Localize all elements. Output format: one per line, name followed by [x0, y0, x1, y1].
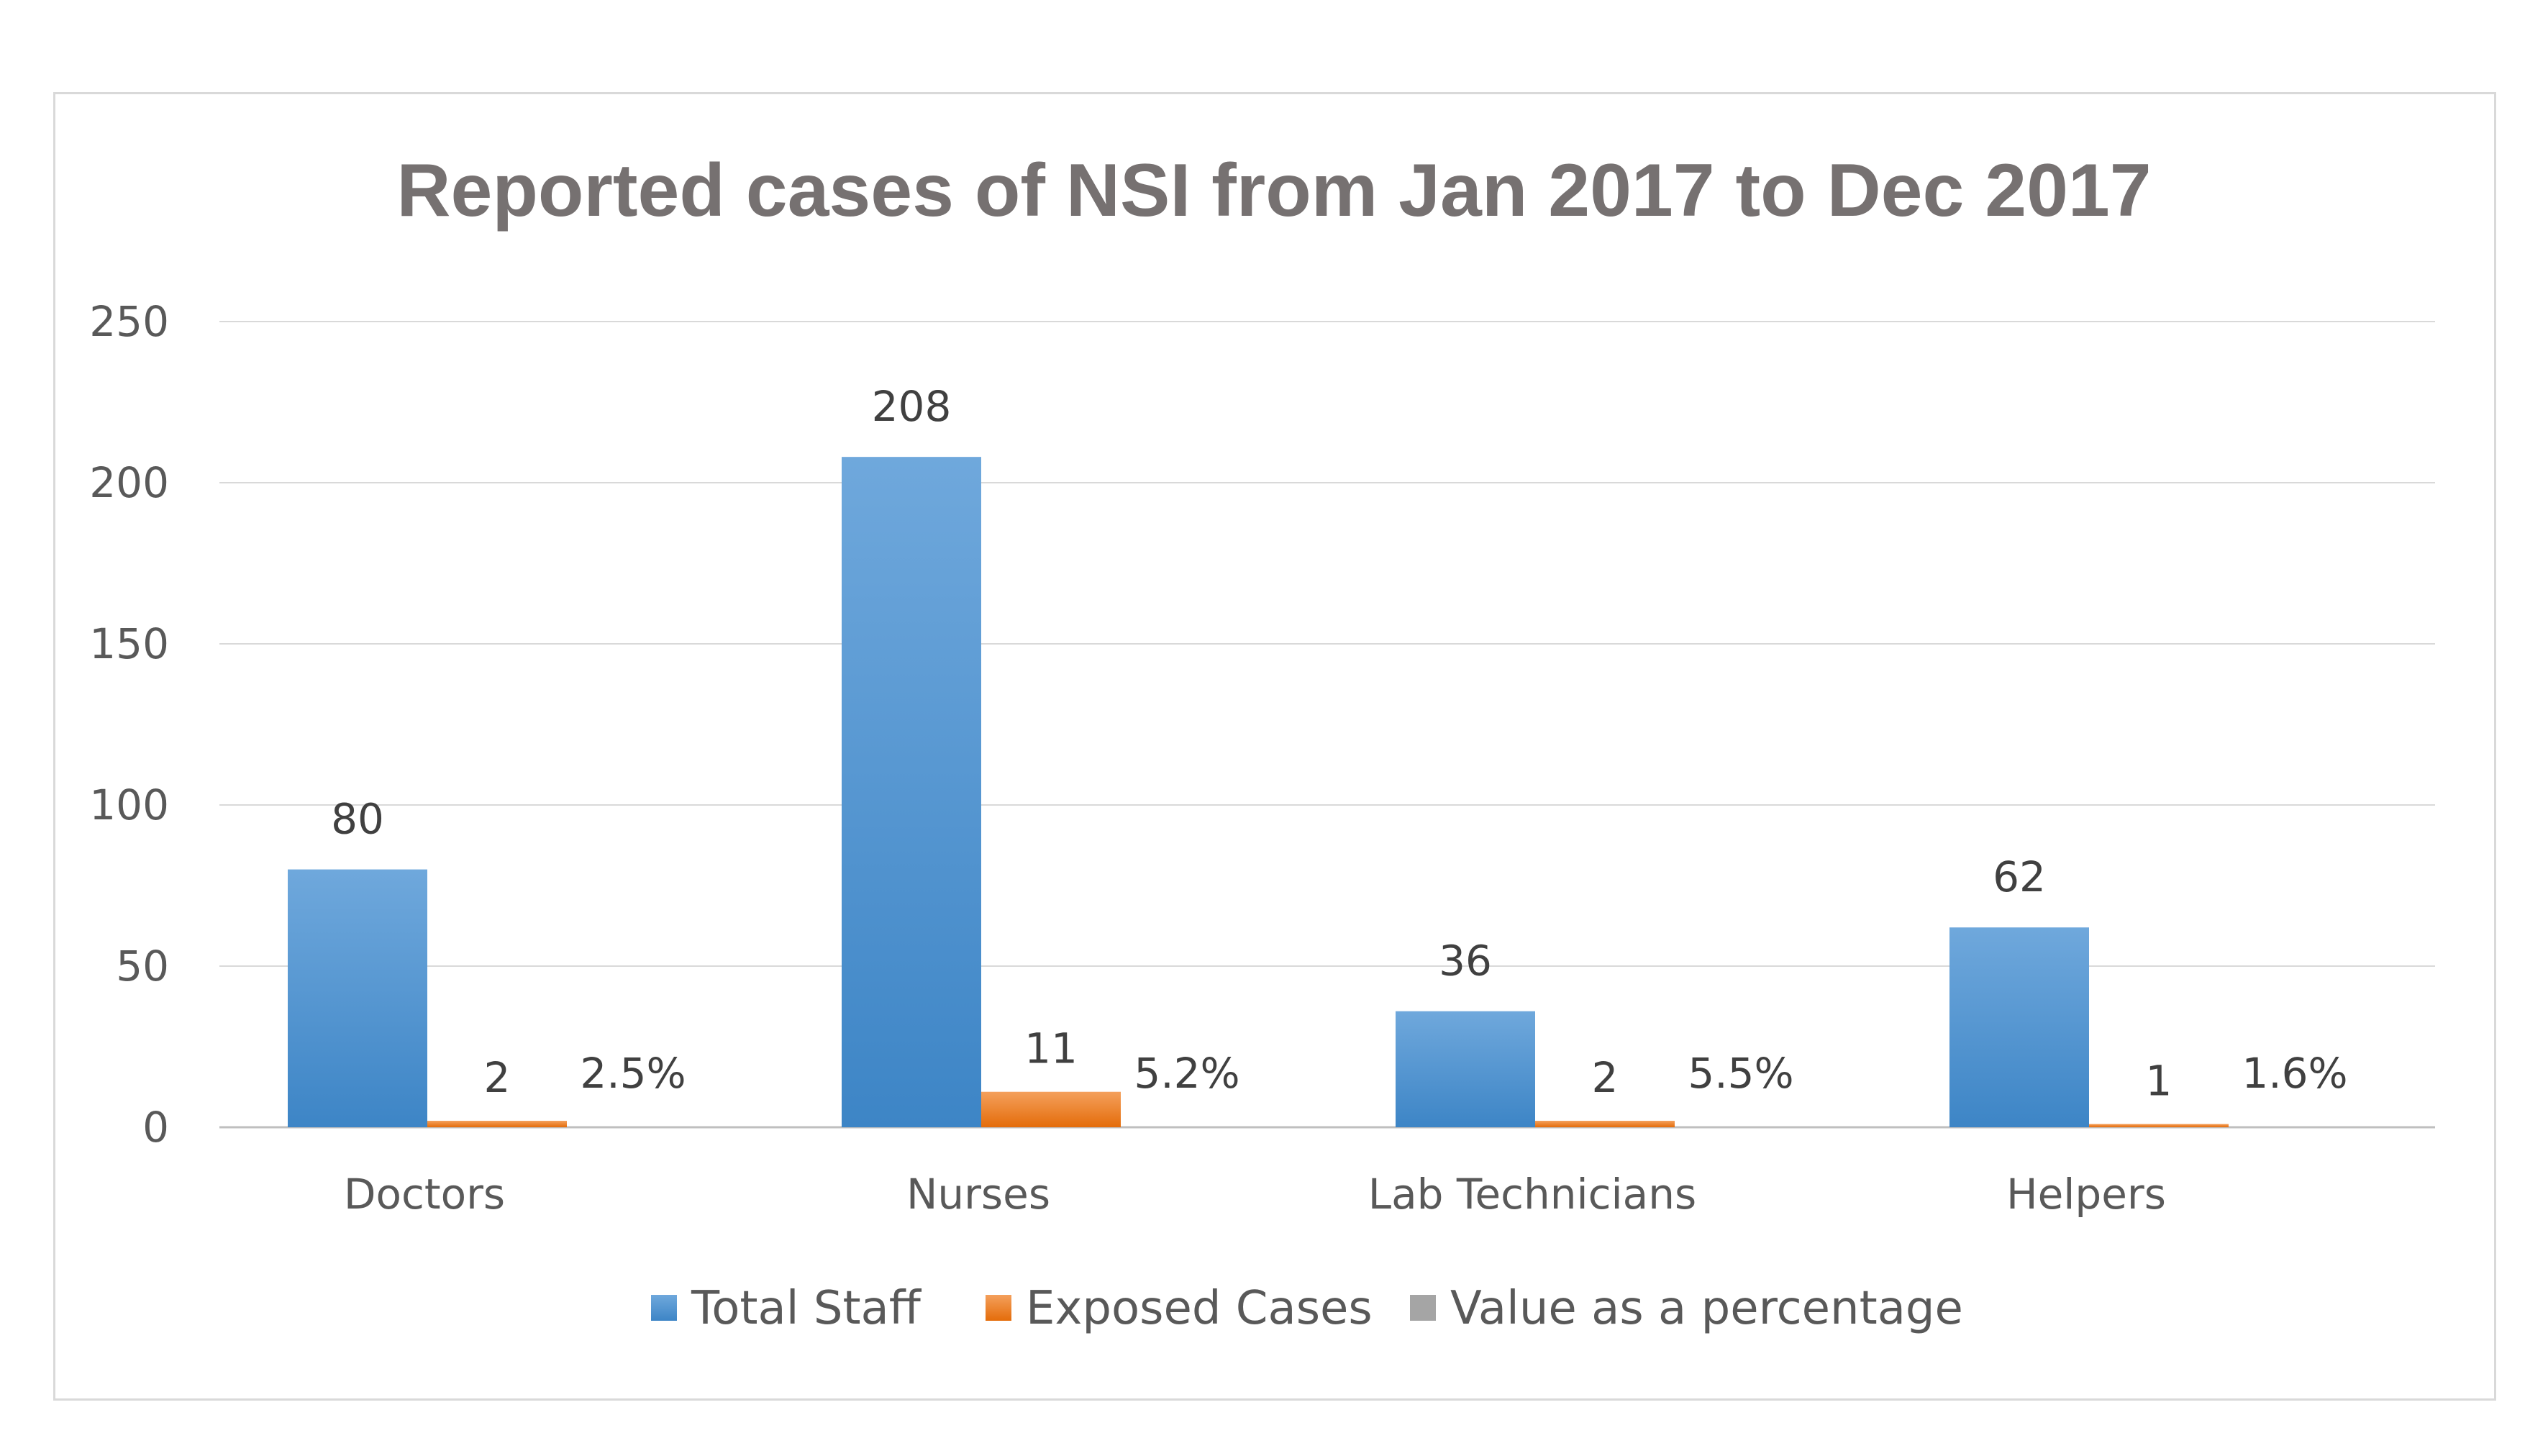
chart-title: Reported cases of NSI from Jan 2017 to D… [396, 149, 2151, 232]
data-label-exposed-cases: 11 [1024, 1024, 1078, 1073]
legend-label: Total Staff [691, 1282, 922, 1335]
x-category-label: Lab Technicians [1368, 1170, 1696, 1219]
y-tick-label: 50 [116, 942, 169, 991]
chart-area [53, 92, 2496, 1401]
y-tick-label: 0 [142, 1103, 169, 1152]
y-tick-label: 100 [89, 781, 169, 829]
data-labels: 80 2 2.5% 208 11 5.2% 36 2 5.5% 62 1 1.6% [331, 382, 2348, 1105]
data-label-exposed-cases: 2 [484, 1053, 511, 1102]
data-label-percentage: 5.5% [1688, 1049, 1793, 1098]
bar-total-staff [1949, 927, 2089, 1127]
bar-total-staff [288, 869, 427, 1127]
bar-exposed-cases [2089, 1124, 2229, 1127]
y-tick-label: 150 [89, 619, 169, 668]
data-label-percentage: 5.2% [1134, 1049, 1239, 1098]
legend-label: Exposed Cases [1026, 1282, 1373, 1335]
x-axis-categories: Doctors Nurses Lab Technicians Helpers [344, 1170, 2166, 1219]
bars [288, 457, 2229, 1127]
y-axis-ticks: 0 50 100 150 200 250 [89, 297, 169, 1152]
data-label-exposed-cases: 1 [2146, 1057, 2172, 1106]
legend-swatch [1410, 1295, 1436, 1321]
legend-label: Value as a percentage [1450, 1282, 1963, 1335]
legend-swatch [986, 1295, 1011, 1321]
x-category-label: Doctors [344, 1170, 505, 1219]
bar-exposed-cases [427, 1121, 567, 1127]
legend-swatch [651, 1295, 677, 1321]
x-category-label: Nurses [906, 1170, 1050, 1219]
bar-exposed-cases [981, 1091, 1121, 1127]
bar-total-staff [842, 457, 981, 1127]
x-category-label: Helpers [2006, 1170, 2166, 1219]
data-label-percentage: 2.5% [580, 1049, 686, 1098]
bar-total-staff [1396, 1011, 1535, 1127]
data-label-percentage: 1.6% [2242, 1049, 2347, 1098]
data-label-total-staff: 208 [872, 382, 952, 431]
y-tick-label: 200 [89, 458, 169, 507]
data-label-total-staff: 80 [331, 795, 384, 844]
data-label-total-staff: 62 [1993, 852, 2046, 901]
y-tick-label: 250 [89, 297, 169, 346]
legend: Total Staff Exposed Cases Value as a perce… [651, 1282, 1963, 1335]
data-label-total-staff: 36 [1439, 937, 1492, 986]
gridlines [219, 321, 2435, 1129]
data-label-exposed-cases: 2 [1592, 1053, 1619, 1102]
bar-exposed-cases [1535, 1121, 1675, 1127]
